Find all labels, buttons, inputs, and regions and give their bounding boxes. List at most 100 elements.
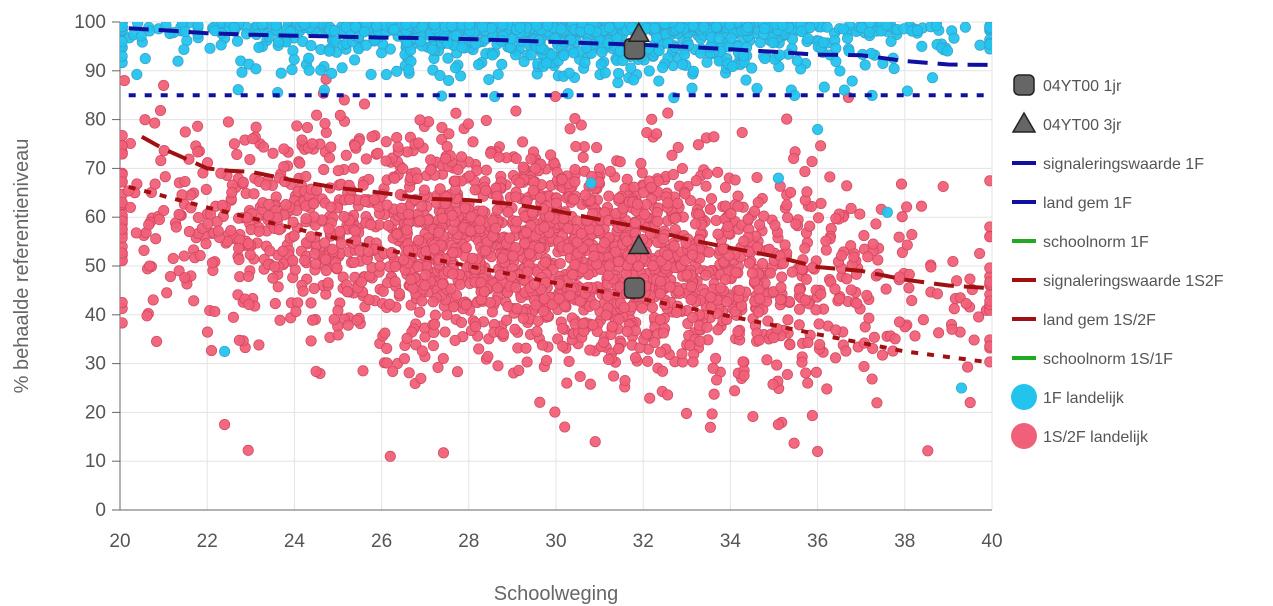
point-1s2f bbox=[358, 98, 371, 110]
y-tick-label: 40 bbox=[85, 305, 106, 326]
point-1s2f bbox=[338, 211, 350, 223]
point-1f bbox=[328, 25, 340, 37]
point-1s2f bbox=[381, 342, 393, 354]
point-1s2f bbox=[806, 156, 818, 168]
point-1s2f bbox=[243, 298, 255, 310]
point-1s2f bbox=[446, 209, 458, 221]
point-1s2f bbox=[642, 355, 654, 367]
point-1f bbox=[403, 64, 415, 76]
point-1s2f bbox=[906, 229, 918, 241]
point-1s2f bbox=[933, 327, 945, 339]
point-1s2f bbox=[450, 107, 462, 119]
point-1s2f bbox=[964, 397, 976, 409]
point-1s2f bbox=[242, 270, 255, 282]
point-1s2f bbox=[517, 312, 529, 324]
point-1f bbox=[758, 23, 771, 35]
point-1f bbox=[955, 382, 968, 394]
point-1s2f bbox=[689, 218, 702, 230]
legend-item: schoolnorm 1F bbox=[1012, 234, 1149, 251]
circle-icon bbox=[1011, 384, 1037, 410]
point-1s2f bbox=[925, 261, 937, 273]
point-1f bbox=[818, 81, 830, 93]
point-1s2f bbox=[947, 255, 959, 268]
legend-label: 1S/2F landelijk bbox=[1043, 429, 1149, 446]
point-1s2f bbox=[351, 314, 363, 326]
point-1s2f bbox=[984, 175, 992, 187]
point-1f bbox=[974, 39, 986, 51]
point-1s2f bbox=[753, 334, 765, 346]
point-1s2f bbox=[655, 275, 667, 288]
point-1f bbox=[473, 59, 485, 71]
point-1f bbox=[204, 42, 216, 54]
point-1s2f bbox=[412, 172, 424, 185]
point-1s2f bbox=[120, 176, 128, 188]
point-1s2f bbox=[651, 128, 663, 140]
point-1s2f bbox=[614, 156, 626, 168]
point-1s2f bbox=[260, 179, 272, 191]
point-1s2f bbox=[287, 216, 299, 228]
point-1f bbox=[525, 49, 537, 61]
point-1s2f bbox=[206, 257, 218, 269]
point-1f bbox=[434, 69, 446, 82]
point-1s2f bbox=[414, 215, 426, 227]
point-1s2f bbox=[149, 178, 161, 190]
point-1f bbox=[751, 82, 763, 94]
point-1f bbox=[253, 41, 265, 53]
point-1f bbox=[677, 58, 689, 71]
point-1s2f bbox=[449, 334, 461, 346]
point-1s2f bbox=[362, 245, 374, 258]
point-1s2f bbox=[946, 323, 958, 335]
point-1s2f bbox=[984, 340, 992, 352]
point-1s2f bbox=[200, 183, 212, 195]
point-1s2f bbox=[416, 200, 428, 212]
point-1s2f bbox=[845, 284, 857, 296]
point-1s2f bbox=[173, 208, 185, 220]
point-1s2f bbox=[257, 141, 270, 153]
point-1s2f bbox=[334, 225, 346, 237]
y-axis-title: % behaalde referentieniveau bbox=[11, 139, 33, 394]
legend-label: schoolnorm 1F bbox=[1043, 234, 1149, 251]
legend-label: schoolnorm 1S/1F bbox=[1043, 351, 1173, 368]
point-1s2f bbox=[621, 235, 633, 247]
point-1s2f bbox=[130, 227, 142, 239]
point-1s2f bbox=[937, 180, 949, 193]
point-1s2f bbox=[974, 247, 986, 260]
point-1f bbox=[742, 22, 754, 34]
point-1s2f bbox=[564, 290, 576, 302]
point-1s2f bbox=[984, 276, 992, 288]
point-1s2f bbox=[636, 302, 648, 314]
point-1s2f bbox=[318, 164, 330, 176]
point-1s2f bbox=[504, 232, 516, 244]
point-1s2f bbox=[662, 107, 674, 119]
point-1s2f bbox=[984, 221, 992, 233]
point-1s2f bbox=[717, 243, 729, 255]
point-1s2f bbox=[517, 161, 529, 173]
point-1s2f bbox=[305, 231, 317, 243]
point-1s2f bbox=[703, 246, 715, 258]
point-1s2f bbox=[751, 171, 763, 184]
point-1s2f bbox=[806, 410, 818, 422]
point-1f bbox=[916, 40, 928, 52]
point-1s2f bbox=[493, 151, 505, 163]
point-1s2f bbox=[139, 114, 151, 126]
x-tick-label: 36 bbox=[807, 531, 828, 552]
point-1f bbox=[275, 67, 287, 79]
point-1s2f bbox=[455, 316, 468, 329]
point-1s2f bbox=[562, 222, 574, 234]
point-1s2f bbox=[447, 268, 459, 280]
point-1s2f bbox=[138, 244, 150, 256]
point-1s2f bbox=[549, 406, 561, 418]
point-1s2f bbox=[685, 281, 697, 293]
point-1s2f bbox=[784, 339, 796, 351]
point-1s2f bbox=[439, 326, 451, 338]
point-1s2f bbox=[657, 365, 669, 377]
point-1s2f bbox=[363, 294, 375, 306]
point-1f bbox=[286, 64, 298, 76]
point-1s2f bbox=[288, 230, 300, 242]
point-1f bbox=[817, 37, 829, 49]
point-1f bbox=[305, 40, 317, 52]
point-1s2f bbox=[211, 216, 223, 228]
point-1s2f bbox=[893, 271, 906, 283]
point-1s2f bbox=[705, 193, 718, 205]
point-1f bbox=[901, 85, 913, 97]
